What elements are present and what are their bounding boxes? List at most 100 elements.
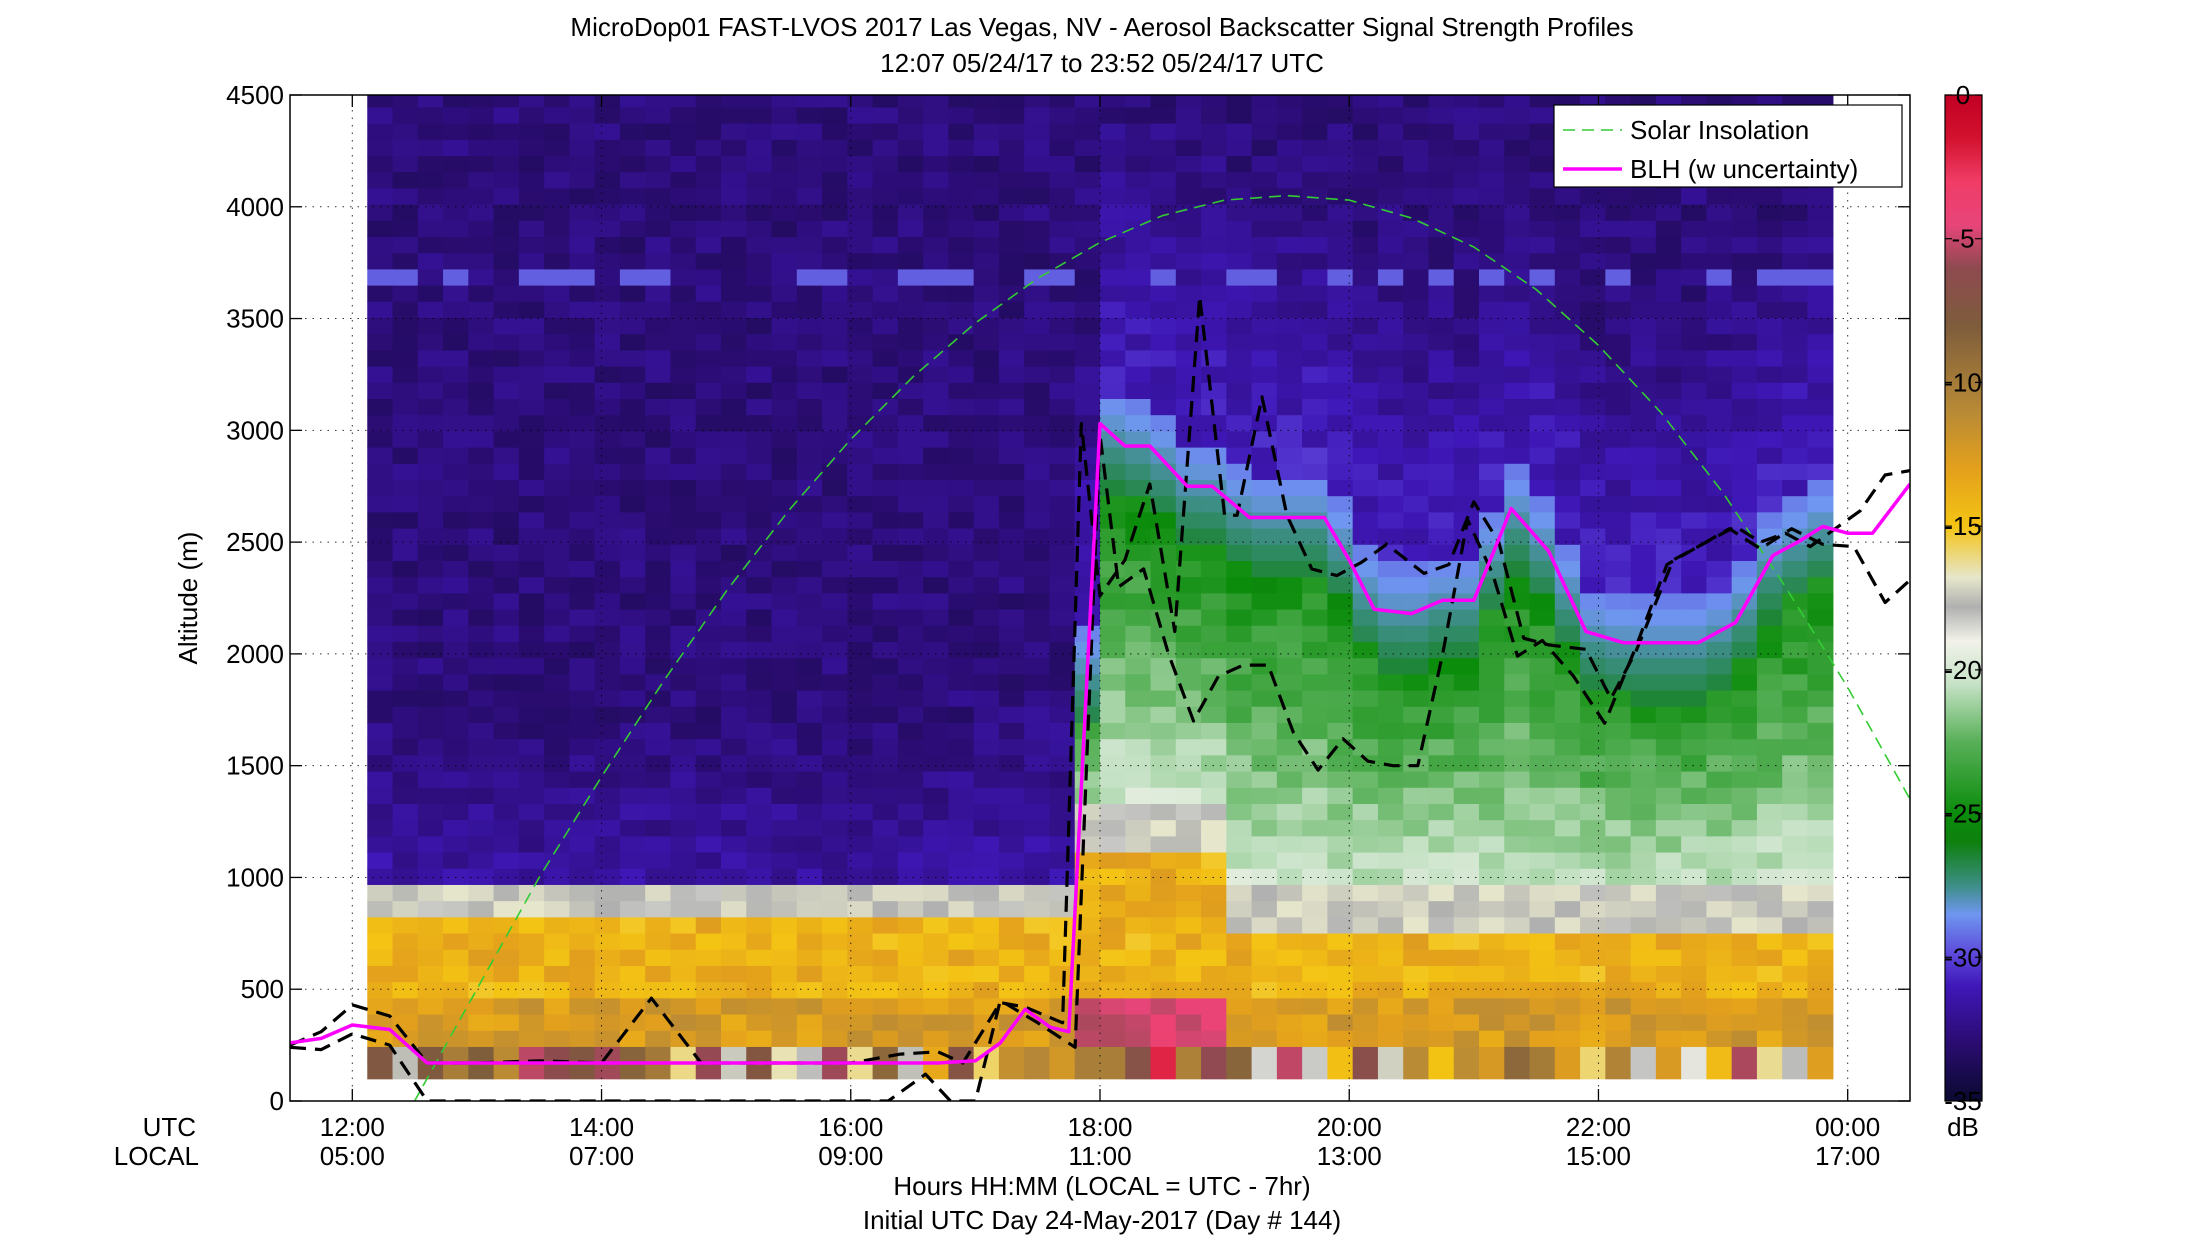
heatmap-cell: [1630, 527, 1657, 545]
heatmap-cell: [367, 398, 394, 416]
heatmap-cell: [1403, 284, 1430, 302]
heatmap-cell: [670, 673, 697, 691]
heatmap-cell: [1327, 754, 1354, 772]
heatmap-cell: [1428, 576, 1455, 594]
heatmap-cell: [1630, 592, 1657, 610]
heatmap-cell: [1352, 965, 1379, 983]
heatmap-cell: [1049, 495, 1076, 513]
heatmap-cell: [1327, 770, 1354, 788]
heatmap-cell: [1554, 527, 1581, 545]
heatmap-cell: [493, 900, 520, 918]
heatmap-cell: [417, 965, 444, 983]
heatmap-cell: [619, 884, 646, 902]
heatmap-cell: [1453, 932, 1480, 950]
heatmap-cell: [1024, 625, 1051, 642]
heatmap-cell: [443, 981, 470, 999]
heatmap-cell: [1453, 382, 1480, 400]
heatmap-cell: [367, 625, 394, 642]
heatmap-cell: [1756, 754, 1783, 772]
heatmap-cell: [872, 803, 899, 821]
heatmap-cell: [720, 463, 747, 480]
heatmap-cell: [1453, 95, 1480, 108]
heatmap-cell: [771, 398, 798, 416]
heatmap-cell: [695, 95, 722, 108]
heatmap-cell: [822, 787, 849, 804]
heatmap-cell: [1479, 997, 1505, 1015]
heatmap-cell: [417, 203, 444, 221]
heatmap-cell: [1681, 1030, 1708, 1047]
heatmap-cell: [392, 544, 419, 561]
heatmap-cell: [1580, 544, 1607, 561]
heatmap-cell: [1731, 641, 1758, 659]
heatmap-cell: [847, 803, 874, 821]
heatmap-cell: [1251, 544, 1278, 561]
heatmap-cell: [923, 511, 950, 529]
heatmap-cell: [1251, 997, 1278, 1015]
heatmap-cell: [1352, 268, 1379, 286]
heatmap-cell: [1605, 317, 1632, 335]
heatmap-cell: [1580, 365, 1607, 383]
heatmap-cell: [746, 706, 773, 723]
heatmap-cell: [518, 803, 545, 821]
heatmap-cell: [1605, 932, 1632, 950]
heatmap-cell: [796, 495, 823, 513]
heatmap-cell: [998, 139, 1025, 157]
heatmap-cell: [1327, 187, 1354, 205]
heatmap-cell: [1201, 236, 1228, 254]
heatmap-cell: [998, 365, 1025, 383]
heatmap-cell: [594, 884, 621, 902]
heatmap-cell: [1706, 916, 1733, 934]
heatmap-cell: [1074, 722, 1101, 740]
heatmap-cell: [594, 787, 621, 804]
heatmap-cell: [1403, 430, 1430, 448]
heatmap-cell: [695, 738, 722, 756]
heatmap-cell: [417, 787, 444, 804]
heatmap-cell: [1453, 317, 1480, 335]
heatmap-cell: [847, 365, 874, 383]
heatmap-cell: [1706, 706, 1733, 723]
heatmap-cell: [847, 446, 874, 464]
heatmap-cell: [1100, 479, 1126, 497]
heatmap-cell: [1731, 787, 1758, 804]
heatmap-cell: [1276, 414, 1303, 432]
heatmap-cell: [923, 333, 950, 351]
heatmap-cell: [746, 511, 773, 529]
heatmap-cell: [1453, 349, 1480, 367]
heatmap-cell: [1175, 949, 1202, 966]
heatmap-cell: [1150, 495, 1177, 513]
heatmap-cell: [872, 252, 899, 270]
heatmap-cell: [897, 495, 924, 513]
heatmap-cell: [1428, 981, 1455, 999]
heatmap-cell: [569, 868, 596, 885]
heatmap-cell: [468, 252, 495, 270]
heatmap-cell: [1403, 463, 1430, 480]
heatmap-cell: [392, 689, 419, 707]
heatmap-cell: [544, 851, 571, 869]
heatmap-cell: [1529, 511, 1556, 529]
heatmap-cell: [1327, 495, 1354, 513]
heatmap-cell: [771, 770, 798, 788]
heatmap-cell: [720, 981, 747, 999]
heatmap-cell: [1580, 787, 1607, 804]
heatmap-cell: [1453, 835, 1480, 853]
heatmap-cell: [1201, 787, 1228, 804]
heatmap-cell: [771, 1013, 798, 1031]
heatmap-cell: [771, 446, 798, 464]
heatmap-cell: [1049, 932, 1076, 950]
heatmap-cell: [1655, 430, 1682, 448]
heatmap-cell: [392, 414, 419, 432]
heatmap-cell: [1403, 155, 1430, 173]
heatmap-cell: [897, 317, 924, 335]
heatmap-cell: [1352, 317, 1379, 335]
heatmap-cell: [392, 835, 419, 853]
heatmap-cell: [998, 301, 1025, 319]
heatmap-cell: [518, 884, 545, 902]
heatmap-cell: [948, 770, 975, 788]
y-tick-label: 4000: [226, 192, 284, 222]
heatmap-cell: [1554, 317, 1581, 335]
heatmap-cell: [670, 900, 697, 918]
heatmap-cell: [1024, 657, 1051, 675]
heatmap-cell: [822, 544, 849, 561]
heatmap-cell: [948, 1013, 975, 1031]
heatmap-cell: [973, 95, 1000, 108]
